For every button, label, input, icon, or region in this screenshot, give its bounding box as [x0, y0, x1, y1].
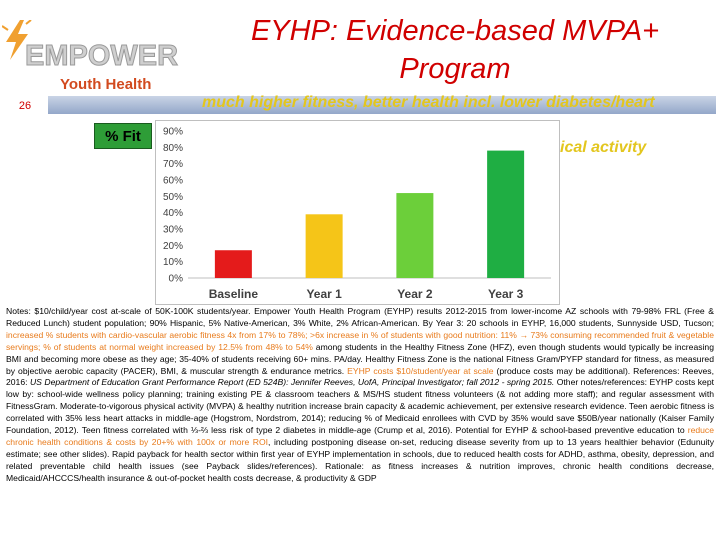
notes-text: Notes: $10/child/year cost at-scale of 5…	[6, 306, 714, 485]
y-tick-label: 50%	[163, 192, 183, 203]
x-tick-label: Baseline	[209, 287, 259, 301]
notes-segment: Other notes/references: EYHP costs kept …	[6, 377, 714, 436]
slide-subtitle: much higher fitness, better health incl.…	[202, 94, 655, 111]
x-tick-label: Year 2	[397, 287, 433, 301]
y-tick-label: 0%	[169, 274, 184, 285]
notes-segment: among students in the Healthy Fitness Zo…	[6, 341, 714, 376]
header-strip	[48, 96, 716, 114]
notes-highlight: increased % students with cardio-vascula…	[6, 329, 714, 352]
x-tick-label: Year 3	[488, 287, 524, 301]
notes-segment: , including postponing disease on-set, r…	[6, 436, 714, 483]
notes-highlight: EYHP costs $10/student/year at scale	[347, 365, 494, 376]
bar-year-2	[396, 193, 434, 278]
empower-logo: EMPOWER Youth Health	[0, 12, 200, 93]
notes-segment: Notes: $10/child/year cost at-scale of 5…	[6, 306, 714, 328]
slide-title-line-1: EYHP: Evidence-based MVPA+	[250, 15, 660, 47]
slide-number: 26	[18, 100, 32, 112]
bar-year-3	[487, 150, 525, 278]
y-tick-label: 10%	[163, 257, 183, 268]
y-tick-label: 70%	[163, 159, 183, 170]
y-tick-label: 30%	[163, 225, 183, 236]
percent-fit-label: % Fit	[94, 123, 152, 149]
bolt-icon	[2, 20, 32, 60]
notes-italic-reference: US Department of Education Grant Perform…	[29, 377, 555, 388]
notes-segment: (produce costs may be additional). Refer…	[6, 365, 714, 388]
side-caption: ical activity	[560, 139, 647, 156]
slide-title-line-2: Program	[399, 53, 511, 85]
y-tick-label: 90%	[163, 127, 183, 138]
logo-brand-text: EMPOWER	[24, 40, 179, 73]
bar-year-1	[305, 214, 343, 278]
bar-baseline	[214, 250, 252, 278]
slide-title: EYHP: Evidence-based MVPA+ Program	[200, 12, 710, 88]
y-tick-label: 60%	[163, 176, 183, 187]
notes-highlight: reduce chronic health conditions & costs…	[6, 425, 714, 447]
y-tick-label: 40%	[163, 208, 183, 219]
fitness-bar-chart: 0% 10% 20% 30% 40% 50% 60% 70% 80% 90% Baseline Yea…	[155, 120, 560, 305]
x-tick-label: Year 1	[306, 287, 342, 301]
y-tick-label: 20%	[163, 241, 183, 252]
logo-subtext: Youth Health	[60, 76, 152, 93]
chart-canvas: 0% 10% 20% 30% 40% 50% 60% 70% 80% 90% Baseline Yea…	[163, 127, 551, 301]
y-tick-label: 80%	[163, 143, 183, 154]
